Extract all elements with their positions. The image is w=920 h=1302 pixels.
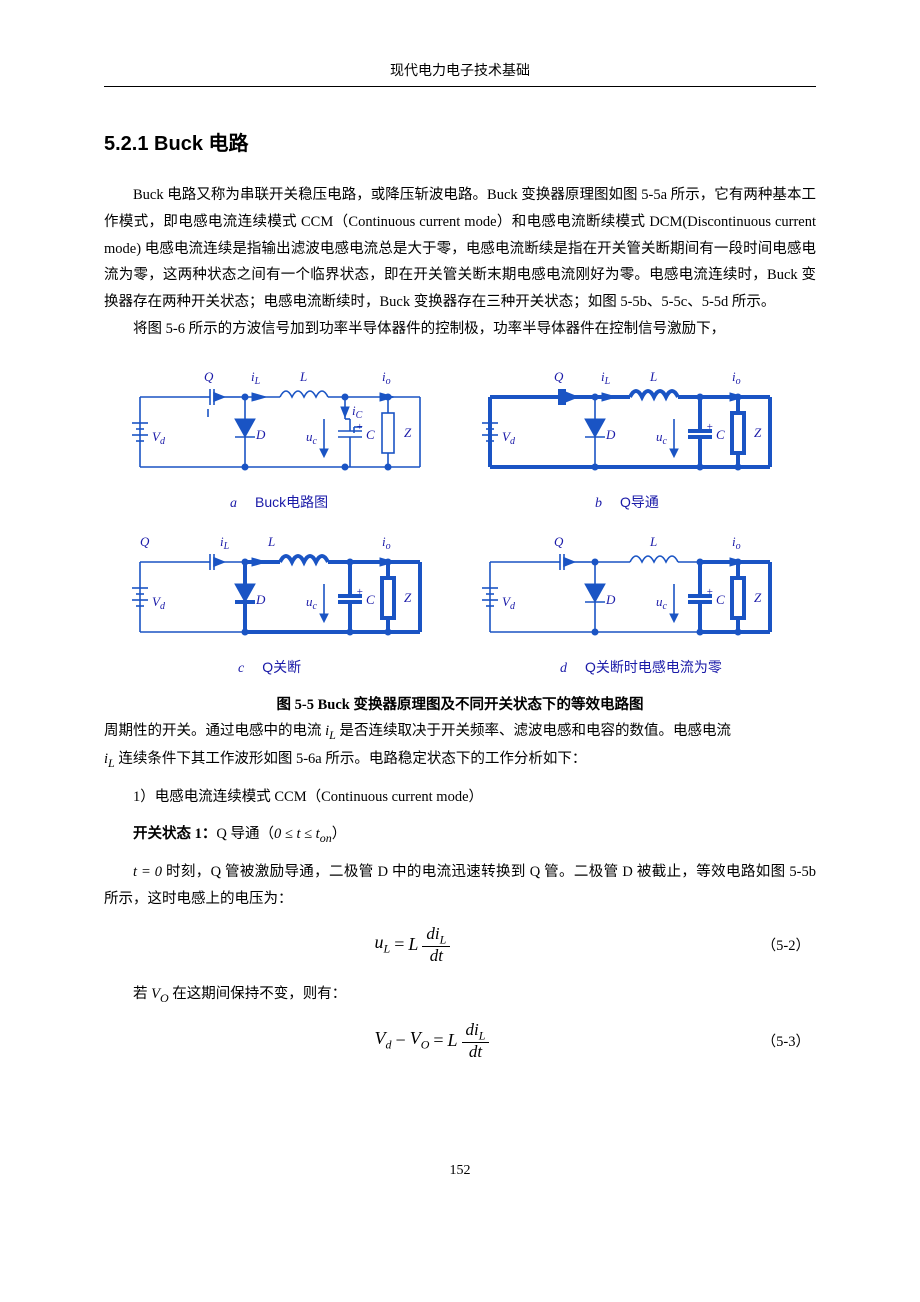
svg-text:Vd: Vd [502,594,516,612]
svg-text:Q: Q [554,534,564,549]
svg-text:L: L [299,369,307,384]
circuit-panel-c: Q iL L io Vd D uc C Z + cQ关断 [110,522,460,687]
equation-number-5-2: （5-2） [762,934,816,955]
svg-text:io: io [382,369,391,387]
svg-text:D: D [255,427,266,442]
svg-text:Z: Z [754,590,762,605]
svg-text:D: D [255,592,266,607]
paragraph-2: 将图 5-6 所示的方波信号加到功率半导体器件的控制极，功率半导体器件在控制信号… [104,316,816,343]
svg-text:uc: uc [656,429,668,447]
svg-text:L: L [649,534,657,549]
svg-text:L: L [267,534,275,549]
svg-text:+: + [356,421,363,433]
svg-text:uc: uc [306,429,318,447]
svg-text:io: io [732,369,741,387]
svg-text:Q: Q [140,534,150,549]
svg-text:D: D [605,427,616,442]
svg-text:Q: Q [554,369,564,384]
section-number: 5.2.1 [104,133,148,155]
svg-text:bQ导通: bQ导通 [595,494,659,511]
paragraph-3: 周期性的开关。通过电感中的电流 iL 是否连续取决于开关频率、滤波电感和电容的数… [104,718,816,774]
svg-text:C: C [716,592,725,607]
figure-5-5: Q iL L io iC Vd D uc C Z + aBuck电路图 [104,357,816,687]
svg-text:+: + [356,586,363,598]
svg-text:iC: iC [352,403,363,421]
page-number: 152 [104,1163,816,1179]
svg-text:iL: iL [251,369,261,387]
svg-text:uc: uc [306,594,318,612]
svg-text:L: L [649,369,657,384]
svg-text:aBuck电路图: aBuck电路图 [230,494,328,511]
svg-text:io: io [382,534,391,552]
equation-5-2: uL = L diL dt （5-2） [104,923,816,967]
paragraph-4: t = 0 时刻，Q 管被激励导通，二极管 D 中的电流迅速转换到 Q 管。二极… [104,859,816,913]
equation-5-3: Vd − VO = L diL dt （5-3） [104,1019,816,1063]
svg-text:Vd: Vd [152,429,166,447]
svg-text:Vd: Vd [502,429,516,447]
svg-text:iL: iL [220,534,230,552]
svg-text:+: + [706,586,713,598]
svg-text:io: io [732,534,741,552]
svg-text:Z: Z [754,425,762,440]
svg-text:Z: Z [404,425,412,440]
svg-text:dQ关断时电感电流为零: dQ关断时电感电流为零 [560,659,722,676]
svg-text:C: C [716,427,725,442]
paragraph-1: Buck 电路又称为串联开关稳压电路，或降压斩波电路。Buck 变换器原理图如图… [104,182,816,316]
paragraph-5: 若 VO 在这期间保持不变，则有： [104,981,816,1009]
circuit-panel-b: Q iL L io Vd D uc C Z + bQ导通 [460,357,810,522]
svg-text:cQ关断: cQ关断 [238,659,301,676]
equation-number-5-3: （5-3） [762,1030,816,1051]
svg-text:Vd: Vd [152,594,166,612]
circuit-panel-a: Q iL L io iC Vd D uc C Z + aBuck电路图 [110,357,460,522]
page-header: 现代电力电子技术基础 [104,60,816,87]
circuit-panel-d: Q L io Vd D uc C Z + dQ关断时电感电流为零 [460,522,810,687]
label-Q: Q [204,369,214,384]
section-title: 5.2.1 Buck 电路 [104,127,816,156]
svg-text:D: D [605,592,616,607]
svg-text:+: + [706,421,713,433]
mode-1-title: 1）电感电流连续模式 CCM（Continuous current mode） [104,784,816,811]
svg-text:C: C [366,592,375,607]
svg-text:C: C [366,427,375,442]
figure-caption: 图 5-5 Buck 变换器原理图及不同开关状态下的等效电路图 [104,693,816,714]
svg-text:uc: uc [656,594,668,612]
state-1-title: 开关状态 1：Q 导通（0 ≤ t ≤ ton） [104,821,816,849]
section-name: Buck 电路 [154,133,248,155]
svg-text:Z: Z [404,590,412,605]
svg-text:iL: iL [601,369,611,387]
